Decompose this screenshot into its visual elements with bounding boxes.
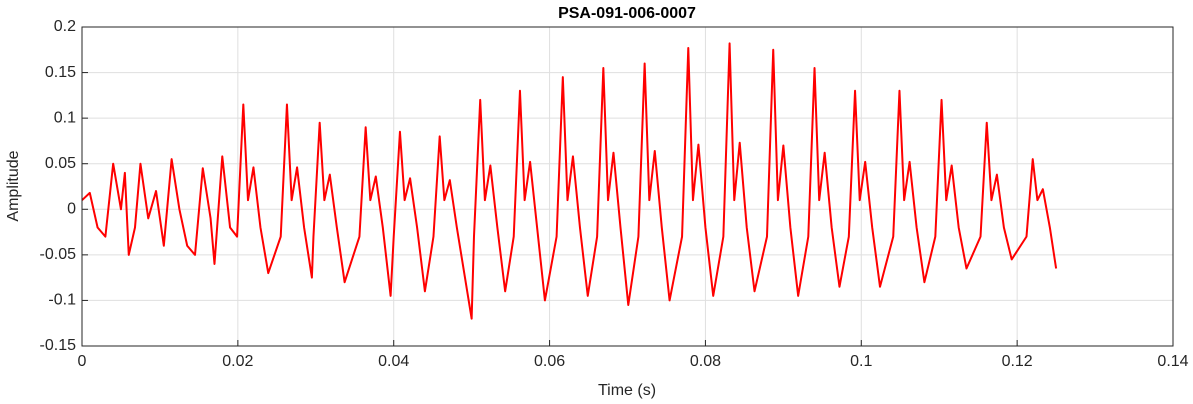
x-tick-label: 0.06: [534, 353, 565, 370]
y-tick-label: -0.15: [40, 337, 77, 354]
chart-title: PSA-091-006-0007: [558, 5, 696, 22]
y-tick-label: -0.1: [48, 292, 76, 309]
x-tick-label: 0: [78, 353, 87, 370]
x-tick-label: 0.02: [222, 353, 253, 370]
x-tick-label: 0.08: [690, 353, 721, 370]
y-tick-label: 0: [67, 201, 76, 218]
x-tick-label: 0.1: [850, 353, 872, 370]
y-tick-label: 0.15: [45, 64, 76, 81]
y-tick-label: 0.05: [45, 155, 76, 172]
x-axis-label: Time (s): [598, 382, 656, 399]
y-tick-label: 0.2: [54, 18, 76, 35]
x-tick-label: 0.14: [1157, 353, 1188, 370]
data-line: [81, 42, 1058, 320]
y-tick-label: -0.05: [40, 246, 77, 263]
y-tick-label: 0.1: [54, 109, 76, 126]
y-axis-label: Amplitude: [5, 150, 22, 221]
x-tick-label: 0.04: [378, 353, 409, 370]
x-tick-label: 0.12: [1002, 353, 1033, 370]
plot-frame: [81, 26, 1174, 347]
